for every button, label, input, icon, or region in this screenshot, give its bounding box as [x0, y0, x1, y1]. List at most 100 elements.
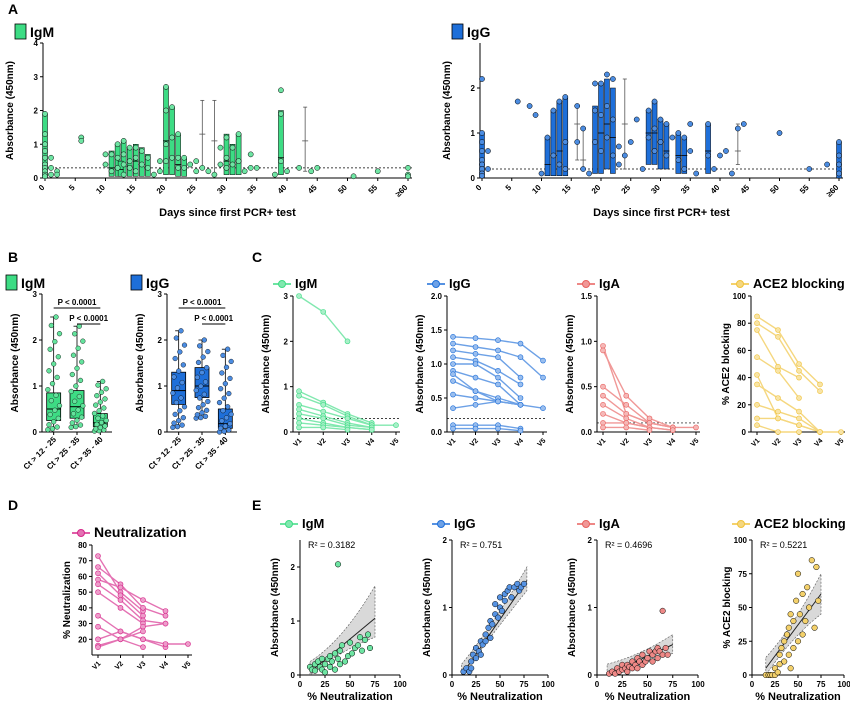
data-point [740, 121, 747, 127]
data-point [204, 364, 210, 371]
data-point [836, 161, 842, 168]
x-tick-label: 40 [709, 183, 722, 196]
data-point [49, 381, 56, 387]
data-point [187, 161, 194, 168]
x-tick-label: 50 [496, 680, 505, 689]
data-point [450, 361, 456, 367]
data-point [781, 638, 788, 645]
range-bar [550, 110, 557, 176]
data-point [356, 634, 364, 641]
data-point [517, 381, 524, 388]
data-point [338, 642, 346, 649]
y-tick-label: 2 [588, 536, 593, 545]
data-point [117, 636, 124, 643]
data-point [108, 151, 115, 158]
y-tick-label: 2.0 [431, 292, 443, 301]
range-bar [544, 137, 551, 176]
data-point [646, 427, 653, 433]
y-tick-label: 1 [33, 382, 38, 391]
series-line [757, 417, 821, 433]
x-tick-label: V3 [341, 437, 352, 448]
data-point [162, 608, 169, 614]
data-point [48, 165, 54, 171]
data-point [796, 367, 802, 374]
data-point [562, 94, 569, 100]
series-line [452, 349, 521, 379]
data-point [52, 339, 58, 345]
data-point [592, 139, 598, 145]
data-point [374, 168, 381, 175]
x-tick-label: 5 [67, 183, 77, 193]
data-point [200, 354, 206, 360]
data-point [162, 641, 169, 647]
x-tick-label: 5 [504, 183, 514, 193]
data-point [228, 358, 234, 365]
data-point [218, 425, 224, 431]
data-point [202, 413, 209, 419]
data-point [163, 107, 169, 114]
data-point [580, 125, 587, 132]
x-tick-label: 75 [817, 680, 826, 689]
data-point [117, 605, 124, 611]
data-point [199, 369, 205, 376]
chart-e-iga: IgA 0 1 2 Absorbance (450nm) 0 25 50 75 100% Neut… [567, 516, 705, 703]
chart-c-iga: IgA 0.0 0.5 1.0 1.5 Absorbance (450nm) V1 V2 V3 V… [565, 276, 700, 448]
data-point [361, 636, 369, 643]
panel-letter-e: E [252, 497, 261, 513]
series-line [602, 395, 673, 429]
legend-swatch [130, 274, 143, 291]
data-point [796, 415, 802, 422]
data-point [74, 365, 80, 371]
x-tick-label: V2 [771, 437, 782, 448]
data-point [171, 374, 177, 380]
regression-line [765, 593, 822, 669]
data-point [544, 134, 551, 141]
y-tick-label: 0.5 [581, 383, 593, 392]
data-point [311, 667, 319, 674]
y-tick-label: 50 [738, 604, 747, 613]
data-point [199, 410, 205, 416]
data-point [651, 125, 658, 132]
data-point [140, 628, 146, 635]
range-bar [229, 144, 236, 175]
data-point [95, 589, 101, 595]
data-point [176, 417, 182, 424]
data-point [472, 344, 479, 350]
x-tick-label: 20 [155, 183, 168, 196]
data-point [808, 557, 815, 564]
data-point [180, 415, 186, 421]
data-point [173, 335, 179, 341]
data-point [450, 340, 456, 347]
y-tick-label: 20 [737, 401, 746, 410]
data-point [775, 333, 781, 340]
data-point [229, 144, 236, 151]
data-point [621, 152, 628, 159]
data-point [793, 597, 800, 604]
data-point [132, 144, 139, 151]
data-point [126, 144, 133, 151]
data-point [634, 665, 641, 672]
data-point [56, 331, 63, 337]
data-point [604, 103, 610, 109]
chart-e-igg: IgG 0 1 2 Absorbance (450nm) 0 25 50 75 100 % Neut… [422, 516, 555, 703]
x-axis-title: % Neutralization [755, 691, 841, 703]
data-point [600, 424, 606, 431]
r-squared-label: R² = 0.751 [460, 540, 502, 550]
chart-e-ace2: ACE2 blocking 0 25 50 75 100 % ACE2 blocking 0 2… [722, 516, 850, 703]
x-tick-label: V3 [643, 437, 654, 448]
data-point [354, 642, 362, 649]
data-point [42, 141, 48, 148]
data-point [138, 161, 145, 168]
series-line [298, 413, 372, 429]
data-point [796, 395, 802, 401]
r-squared-label: R² = 0.4696 [605, 540, 652, 550]
y-axis-title: Absorbance (450nm) [10, 314, 21, 413]
data-point [604, 134, 610, 141]
series-line [756, 356, 800, 399]
data-point [194, 412, 200, 418]
chart-a-igg: IgG 0 1 2 Absorbance (450nm) 0 5 10 15 20 25 30 35 40… [442, 23, 843, 219]
y-tick-label: 1.5 [431, 326, 443, 335]
data-point [120, 161, 127, 168]
data-point [193, 158, 200, 164]
